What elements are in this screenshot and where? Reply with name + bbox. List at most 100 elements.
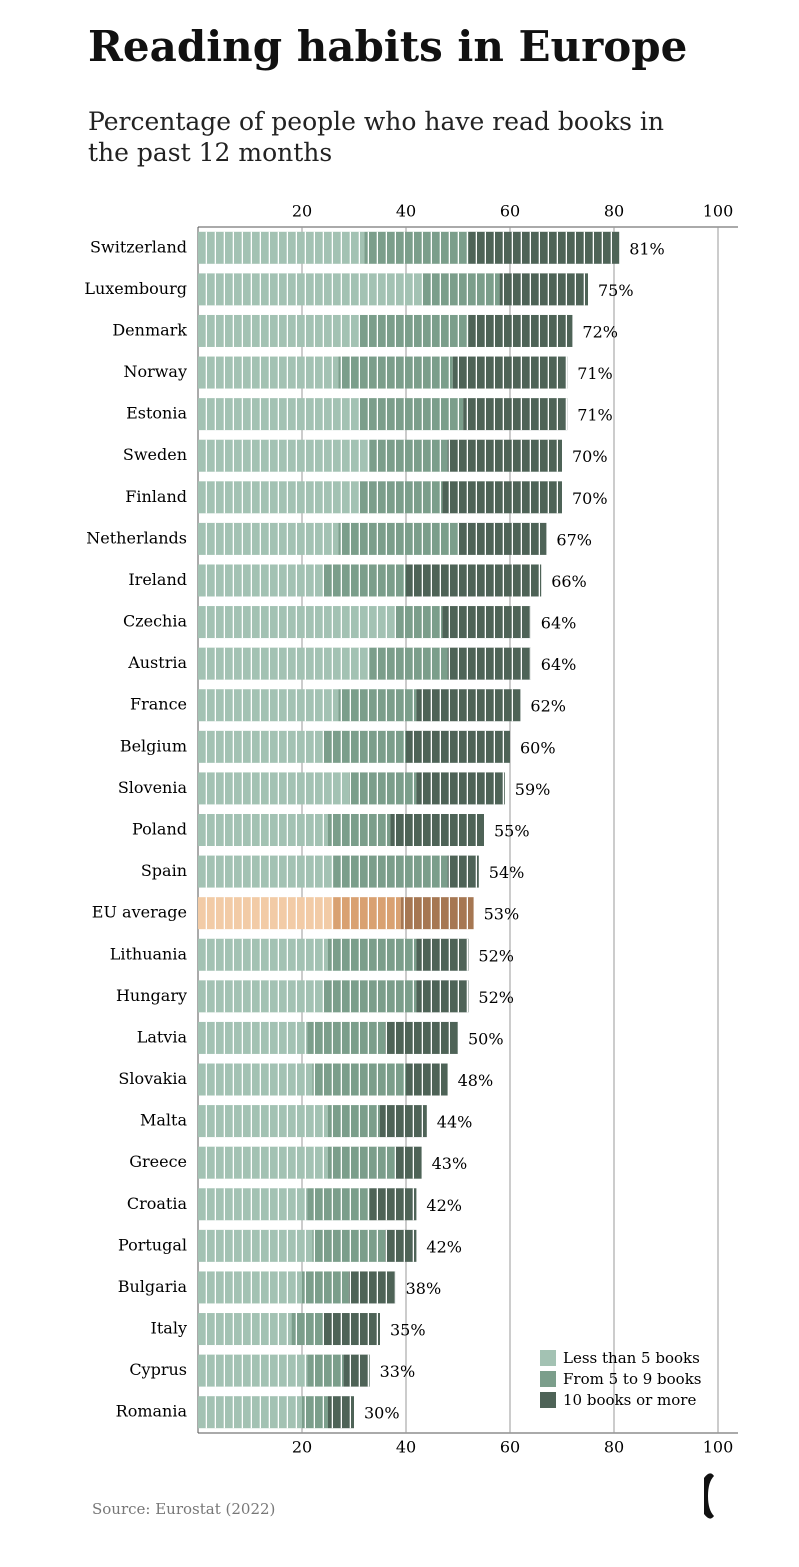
x-tick-label: 60 [500,1438,520,1457]
book-texture [198,1063,448,1096]
book-texture [198,1105,427,1138]
book-texture [198,439,562,472]
legend-label: Less than 5 books [563,1349,700,1367]
y-tick-label: Croatia [127,1194,188,1213]
legend-swatch [540,1350,556,1366]
book-texture [198,1354,370,1387]
book-texture [198,606,531,639]
chart-subtitle: Percentage of people who have read books… [88,107,664,167]
x-tick-label: 20 [292,202,312,221]
total-label: 64% [541,655,577,674]
total-label: 30% [364,1404,400,1423]
total-label: 62% [530,697,566,716]
y-tick-label: Romania [116,1402,188,1421]
x-tick-label: 80 [604,1438,624,1457]
y-tick-label: Malta [140,1111,187,1130]
total-label: 60% [520,738,556,757]
y-tick-label: Italy [151,1319,187,1338]
total-label: 70% [572,447,608,466]
total-label: 64% [541,614,577,633]
y-tick-label: Netherlands [86,528,187,547]
book-texture [198,231,620,264]
chart-title: Reading habits in Europe [88,22,688,71]
y-tick-label: Greece [129,1152,187,1171]
x-tick-label: 100 [703,1438,734,1457]
legend-swatch [540,1371,556,1387]
book-texture [198,1229,417,1262]
book-texture [198,1396,354,1429]
y-tick-label: Portugal [118,1235,187,1254]
y-tick-label: Latvia [137,1027,188,1046]
total-label: 50% [468,1029,504,1048]
y-tick-label: Belgium [120,736,187,755]
book-texture [198,564,542,597]
y-tick-label: Spain [141,861,187,880]
book-texture [198,314,573,347]
book-texture [198,398,568,431]
book-texture [198,356,568,389]
book-texture [198,980,469,1013]
y-tick-label: Hungary [116,986,187,1005]
x-tick-label: 20 [292,1438,312,1457]
total-label: 33% [380,1362,416,1381]
total-label: 66% [551,572,587,591]
y-tick-label: Luxembourg [84,279,187,298]
book-texture [198,1313,380,1346]
source-note: Source: Eurostat (2022) [92,1500,276,1518]
book-texture [198,730,510,763]
y-tick-label: Czechia [123,612,188,631]
legend-label: From 5 to 9 books [563,1370,702,1388]
total-label: 67% [556,530,592,549]
y-tick-label: France [130,695,187,714]
y-tick-label: EU average [92,903,187,922]
y-tick-label: Finland [125,487,187,506]
total-label: 59% [515,780,551,799]
total-label: 75% [598,281,634,300]
y-tick-label: Denmark [112,320,187,339]
total-label: 48% [458,1071,494,1090]
x-tick-label: 80 [604,202,624,221]
total-label: 52% [478,946,514,965]
y-tick-label: Bulgaria [118,1277,188,1296]
book-texture [198,481,562,514]
x-tick-label: 100 [703,202,734,221]
y-tick-label: Austria [127,653,187,672]
x-tick-label: 40 [396,1438,416,1457]
book-texture [198,772,505,805]
total-label: 54% [489,863,525,882]
logo [704,1473,714,1519]
book-texture [198,273,588,306]
total-label: 52% [478,988,514,1007]
y-tick-label: Poland [132,820,187,839]
book-texture [198,855,479,888]
book-texture [198,938,469,971]
y-tick-label: Cyprus [129,1360,187,1379]
total-label: 53% [484,905,520,924]
total-label: 38% [406,1279,442,1298]
book-texture [198,689,521,722]
total-label: 71% [577,406,613,425]
y-tick-label: Ireland [128,570,187,589]
y-tick-label: Norway [123,362,187,381]
book-texture [198,1271,396,1304]
y-tick-label: Sweden [123,445,187,464]
y-tick-label: Slovakia [118,1069,187,1088]
total-label: 44% [437,1113,473,1132]
total-label: 70% [572,489,608,508]
total-label: 81% [629,239,665,258]
book-texture [198,814,484,846]
x-tick-label: 60 [500,202,520,221]
book-texture [198,897,474,930]
book-texture [198,1188,417,1221]
x-tick-label: 40 [396,202,416,221]
total-label: 43% [432,1154,468,1173]
book-texture [198,522,547,555]
book-texture [198,1146,422,1179]
y-tick-label: Lithuania [110,944,188,963]
legend-label: 10 books or more [563,1391,696,1409]
total-label: 42% [426,1196,462,1215]
legend-swatch [540,1392,556,1408]
total-label: 55% [494,822,530,841]
total-label: 42% [426,1237,462,1256]
